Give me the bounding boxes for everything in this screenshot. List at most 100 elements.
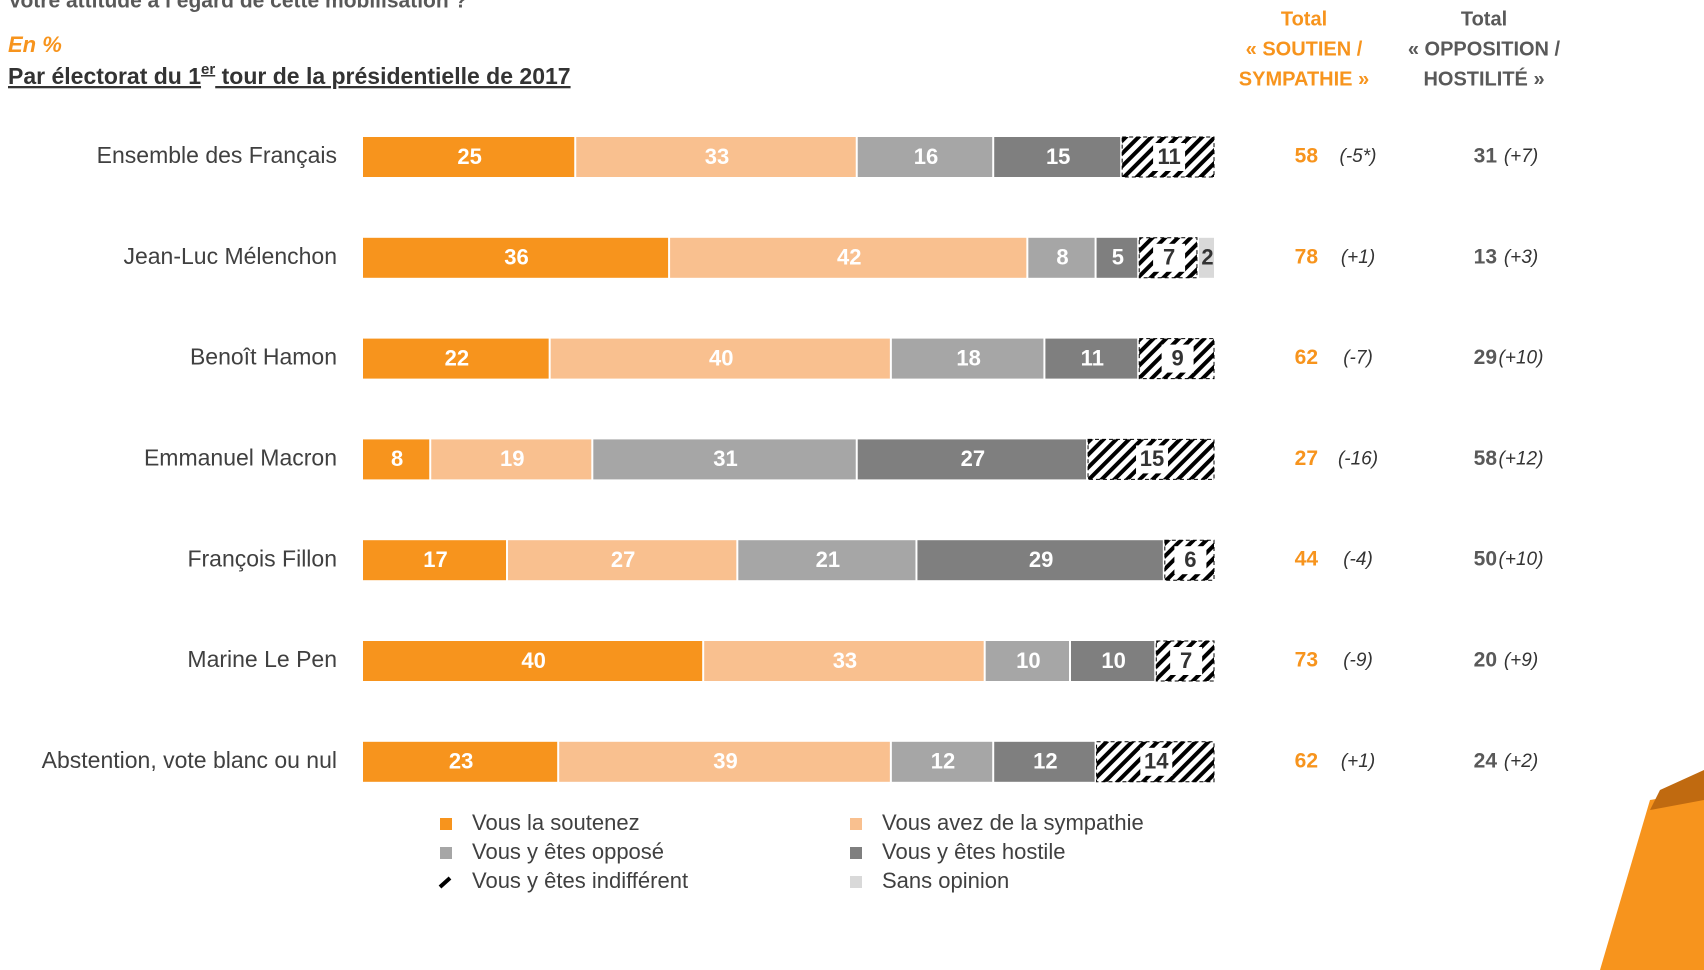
segment-label: 5 [1112,245,1124,270]
total-change: (+3) [1504,247,1538,268]
segment-label: 16 [914,144,938,169]
label-bg [1153,243,1186,272]
total-value: 62 [1295,749,1318,772]
legend-label: Vous y êtes hostile [882,839,1065,864]
legend-swatch [438,876,452,889]
total-value: 58 [1474,447,1498,470]
bar-segment [857,439,1087,480]
segment-label: 11 [1081,345,1104,370]
total-change: (-5*) [1340,146,1377,167]
bar-segment [994,137,1121,177]
bar-segment [576,137,856,177]
total-change: (+1) [1341,751,1375,772]
label-bg [1161,344,1194,373]
segment-label: 9 [1171,345,1183,370]
bar-segment [550,338,890,379]
total-change: (+7) [1504,146,1538,167]
total-value: 62 [1295,346,1318,369]
subtitle-part: tour de la présidentielle de 2017 [215,63,570,89]
bar-segment [363,237,669,278]
bar-segment [363,137,575,177]
decoration [1600,790,1704,970]
label-bg [1174,546,1207,575]
segment-label: 7 [1163,245,1175,270]
segment-label: 39 [713,749,737,774]
total-value: 58 [1295,145,1319,168]
total-header: « SOUTIEN / [1246,38,1363,60]
segment-label: 10 [1016,648,1040,673]
segment-label: 8 [391,446,403,471]
total-change: (+10) [1499,348,1544,369]
legend-swatch [440,818,452,830]
bar-segment [738,540,916,581]
label-bg [1170,647,1203,675]
segment-label: 27 [611,547,635,572]
bar-segment [431,439,592,480]
unit-note: En % [8,32,62,57]
total-value: 27 [1295,447,1318,470]
chart-title: Votre attitude à l’égard de cette mobili… [8,0,467,13]
segment-label: 23 [449,749,473,774]
bar-segment [363,641,703,681]
segment-label: 10 [1101,648,1125,673]
bar-segment [1096,237,1138,278]
legend-label: Sans opinion [882,868,1009,893]
total-value: 73 [1295,649,1318,672]
label-bg [1153,143,1186,171]
category-label: François Fillon [187,545,337,571]
segment-label: 15 [1046,144,1070,169]
total-value: 31 [1474,145,1498,168]
bar-segment [363,439,430,480]
segment-label: 19 [500,446,524,471]
total-change: (+12) [1499,448,1544,469]
category-label: Marine Le Pen [187,646,337,672]
category-label: Benoît Hamon [190,344,337,370]
total-value: 50 [1474,548,1497,571]
total-value: 13 [1474,245,1497,268]
decoration [1650,770,1704,810]
bar-segment [917,540,1163,581]
total-value: 44 [1295,548,1319,571]
bar-segment [508,540,737,581]
subtitle: Par électorat du 1er tour de la présiden… [8,61,571,89]
segment-label: 12 [1033,749,1057,774]
legend-swatch [850,818,862,830]
total-value: 78 [1295,245,1319,268]
legend-label: Vous la soutenez [472,810,640,835]
segment-label: 33 [705,144,729,169]
segment-label: 42 [837,245,861,270]
bar-segment [1198,237,1214,278]
segment-label: 6 [1184,547,1196,572]
bar-segment [363,741,558,782]
bar-segment [363,540,507,581]
total-header: Total [1281,8,1327,30]
segment-label: 15 [1140,446,1164,471]
bar-segment [670,237,1027,278]
segment-label: 2 [1201,245,1213,270]
segment-label: 40 [709,345,733,370]
total-value: 20 [1474,649,1497,672]
total-header: HOSTILITÉ » [1423,67,1544,90]
bar-segment [891,741,993,782]
bar-segment [1070,641,1155,681]
bar-segment [891,338,1044,379]
label-bg [1140,747,1173,776]
legend-swatch [850,876,862,888]
bar-segment [857,137,993,177]
legend-swatch [440,847,452,859]
total-change: (-9) [1343,650,1373,671]
total-value: 24 [1474,749,1498,772]
total-change: (-7) [1343,348,1373,369]
total-change: (+10) [1499,549,1544,570]
segment-label: 22 [445,345,469,370]
label-bg [1136,445,1169,474]
segment-label: 33 [833,648,857,673]
segment-label: 12 [931,749,955,774]
segment-label: 11 [1157,144,1180,169]
bar-segment [994,741,1095,782]
segment-label: 27 [961,446,985,471]
category-label: Ensemble des Français [97,142,337,168]
total-value: 29 [1474,346,1497,369]
legend-label: Vous avez de la sympathie [882,810,1144,835]
